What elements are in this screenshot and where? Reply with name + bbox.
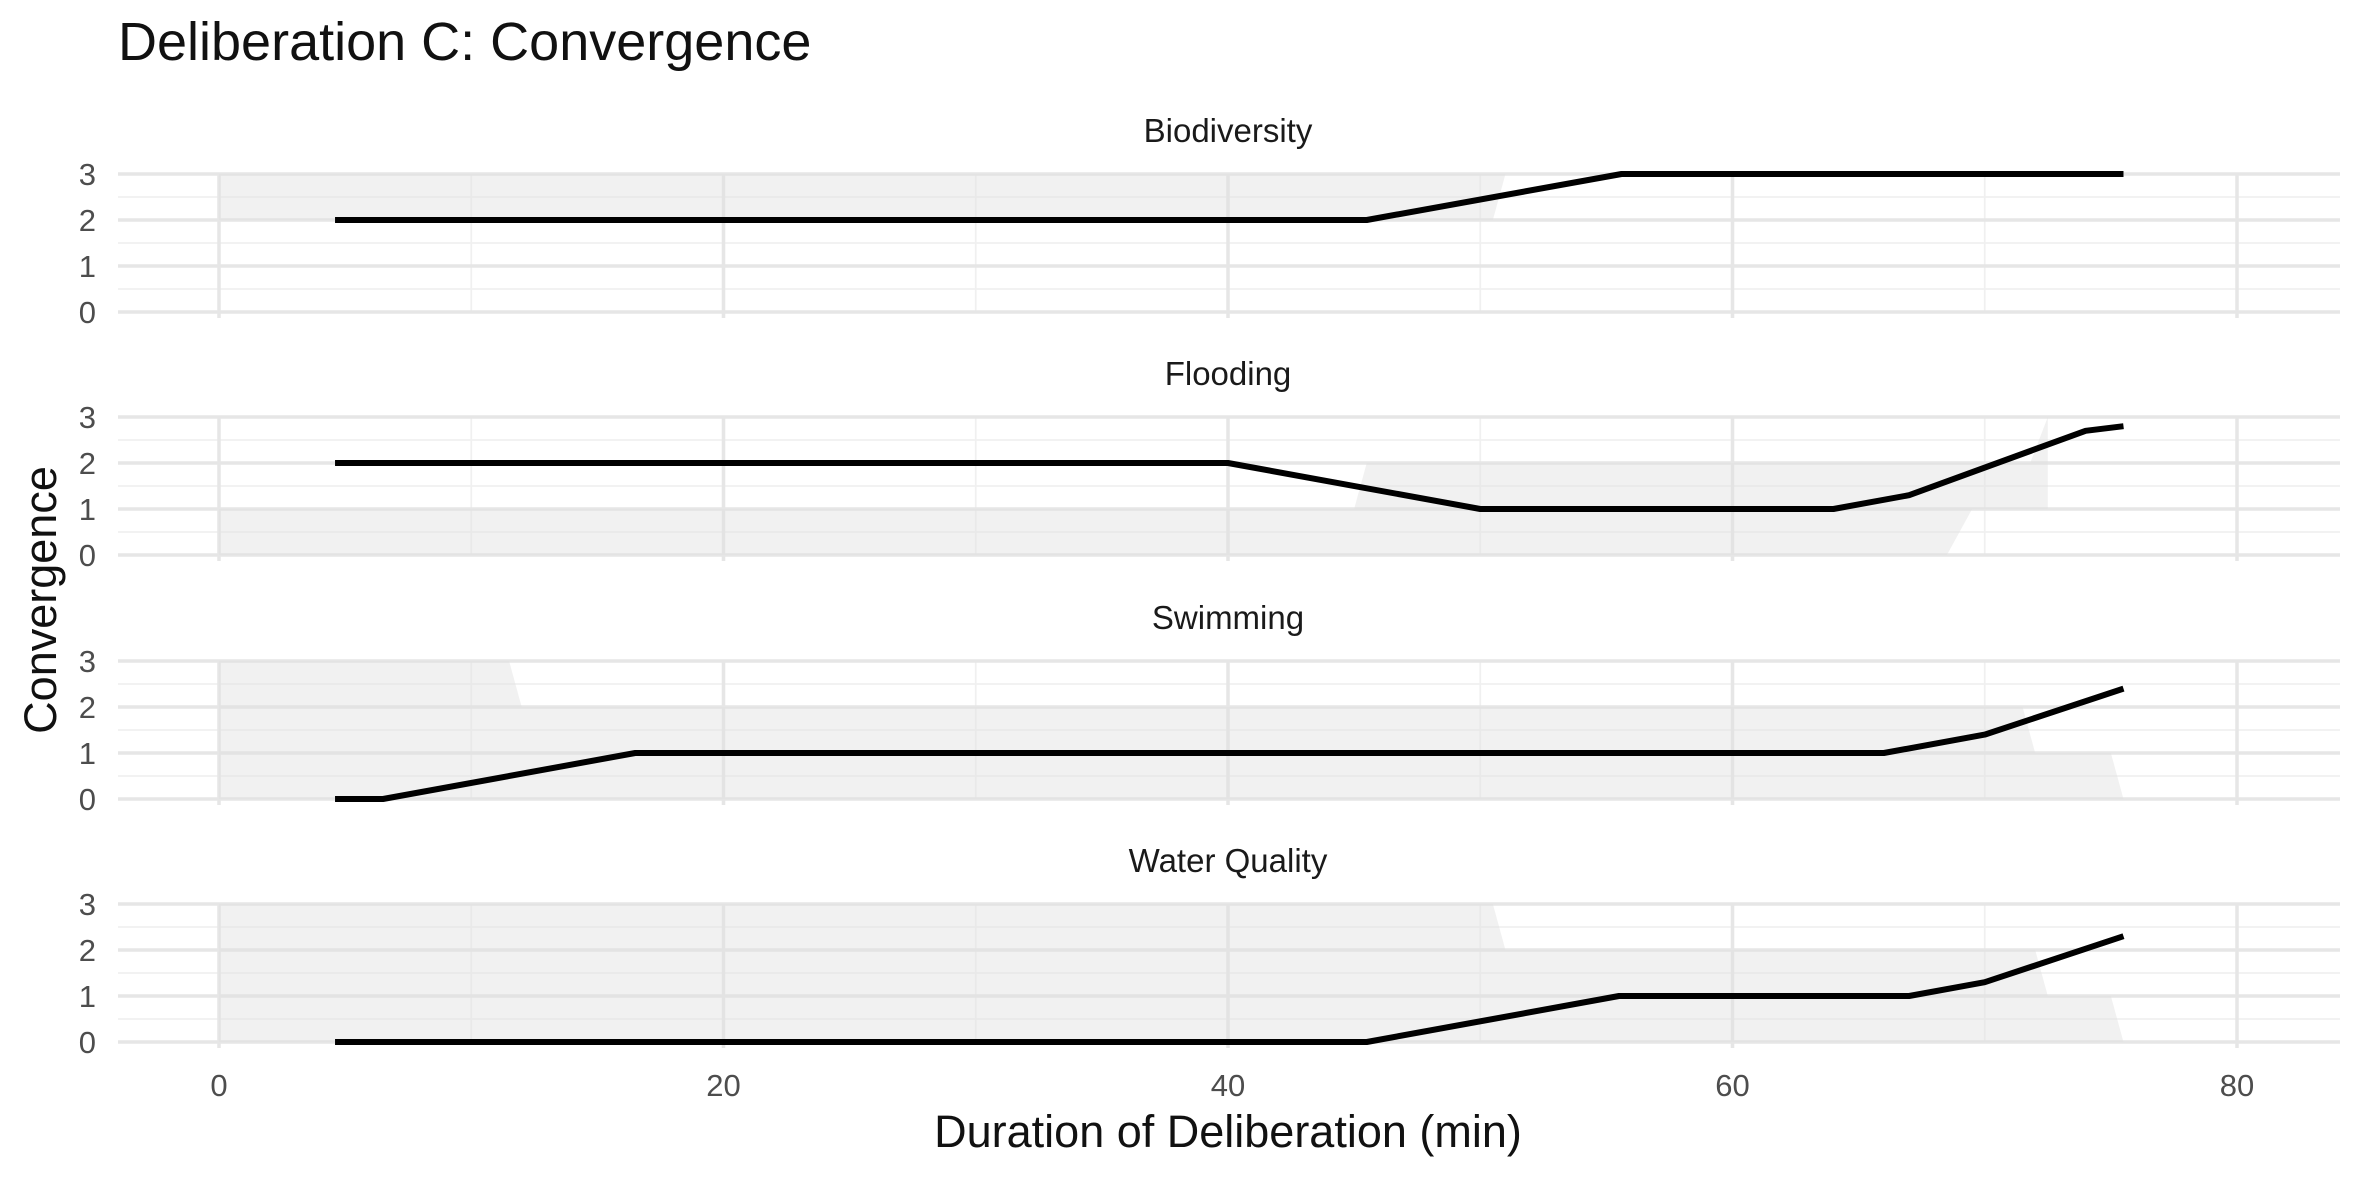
panel-biodiversity: Biodiversity 0 1 2 3 bbox=[79, 112, 2340, 330]
x-tick-label: 20 bbox=[706, 1068, 740, 1103]
flooding-range-band bbox=[219, 417, 2048, 555]
y-tick-label: 1 bbox=[79, 979, 96, 1014]
y-tick-label: 1 bbox=[79, 492, 96, 527]
facet-panels: Biodiversity 0 1 2 3 Flooding 0 1 2 3 Swimming 0 1 2 3… bbox=[79, 112, 2340, 1060]
flooding-convergence-line bbox=[335, 423, 2124, 512]
y-tick-label: 3 bbox=[79, 400, 96, 435]
facet-label: Water Quality bbox=[1129, 842, 1328, 879]
y-tick-label: 0 bbox=[79, 782, 96, 817]
x-tick-label: 60 bbox=[1715, 1068, 1749, 1103]
facet-label: Swimming bbox=[1152, 599, 1304, 636]
y-tick-label: 3 bbox=[79, 644, 96, 679]
y-tick-label: 1 bbox=[79, 736, 96, 771]
x-axis-title: Duration of Deliberation (min) bbox=[934, 1106, 1522, 1157]
y-tick-label: 3 bbox=[79, 887, 96, 922]
y-axis-title: Convergence bbox=[15, 466, 66, 734]
biodiversity-range-band bbox=[219, 174, 1506, 220]
y-tick-label: 3 bbox=[79, 157, 96, 192]
y-tick-label: 2 bbox=[79, 203, 96, 238]
y-tick-label: 2 bbox=[79, 690, 96, 725]
y-tick-label: 0 bbox=[79, 538, 96, 573]
x-tick-label: 40 bbox=[1211, 1068, 1245, 1103]
water-quality-convergence-line bbox=[335, 933, 2125, 1045]
y-tick-label: 0 bbox=[79, 1025, 96, 1060]
y-tick-label: 2 bbox=[79, 446, 96, 481]
swimming-range-band bbox=[219, 661, 2124, 799]
y-tick-label: 2 bbox=[79, 933, 96, 968]
x-tick-label: 80 bbox=[2220, 1068, 2254, 1103]
biodiversity-convergence-line bbox=[335, 171, 2124, 223]
y-tick-label: 1 bbox=[79, 249, 96, 284]
facet-label: Flooding bbox=[1165, 355, 1292, 392]
x-axis: 0 20 40 60 80 bbox=[210, 1068, 2254, 1103]
facet-label: Biodiversity bbox=[1144, 112, 1313, 149]
y-tick-label: 0 bbox=[79, 295, 96, 330]
panel-flooding: Flooding 0 1 2 3 bbox=[79, 355, 2340, 573]
water-quality-range-band bbox=[219, 904, 2124, 1042]
x-tick-label: 0 bbox=[210, 1068, 227, 1103]
chart-title: Deliberation C: Convergence bbox=[118, 12, 811, 72]
panel-swimming: Swimming 0 1 2 3 bbox=[79, 599, 2340, 817]
panel-water-quality: Water Quality 0 1 2 3 bbox=[79, 842, 2340, 1060]
swimming-convergence-line bbox=[335, 685, 2125, 802]
